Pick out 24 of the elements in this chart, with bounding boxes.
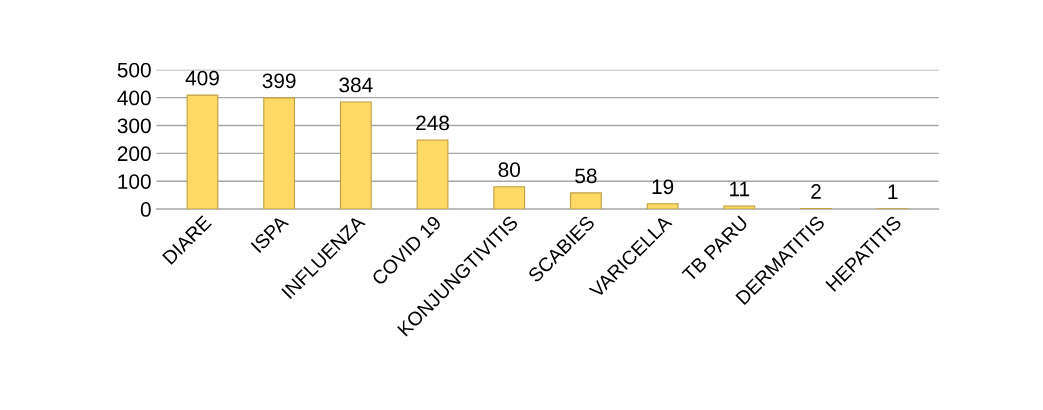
bar	[186, 94, 219, 210]
bar	[263, 97, 296, 210]
data-label: 58	[575, 168, 597, 184]
bar	[339, 101, 372, 210]
y-tick-label: 500	[117, 62, 151, 78]
data-label: 19	[652, 179, 674, 195]
data-label: 248	[416, 115, 450, 131]
data-label: 80	[498, 162, 520, 178]
bar	[493, 186, 526, 210]
bar	[416, 139, 449, 210]
bar	[646, 203, 679, 210]
data-label: 1	[888, 184, 898, 199]
y-tick-label: 200	[117, 146, 151, 162]
y-tick-label: 400	[117, 90, 151, 106]
data-label: 399	[262, 73, 296, 89]
y-tick-label: 100	[118, 174, 151, 189]
y-tick-label: 0	[140, 202, 151, 217]
data-label: 409	[185, 70, 219, 86]
bar	[570, 192, 602, 210]
y-tick-label: 300	[117, 118, 151, 134]
data-label: 384	[339, 77, 373, 93]
data-label: 2	[811, 184, 821, 199]
bar	[723, 205, 756, 210]
data-label: 11	[730, 181, 750, 197]
